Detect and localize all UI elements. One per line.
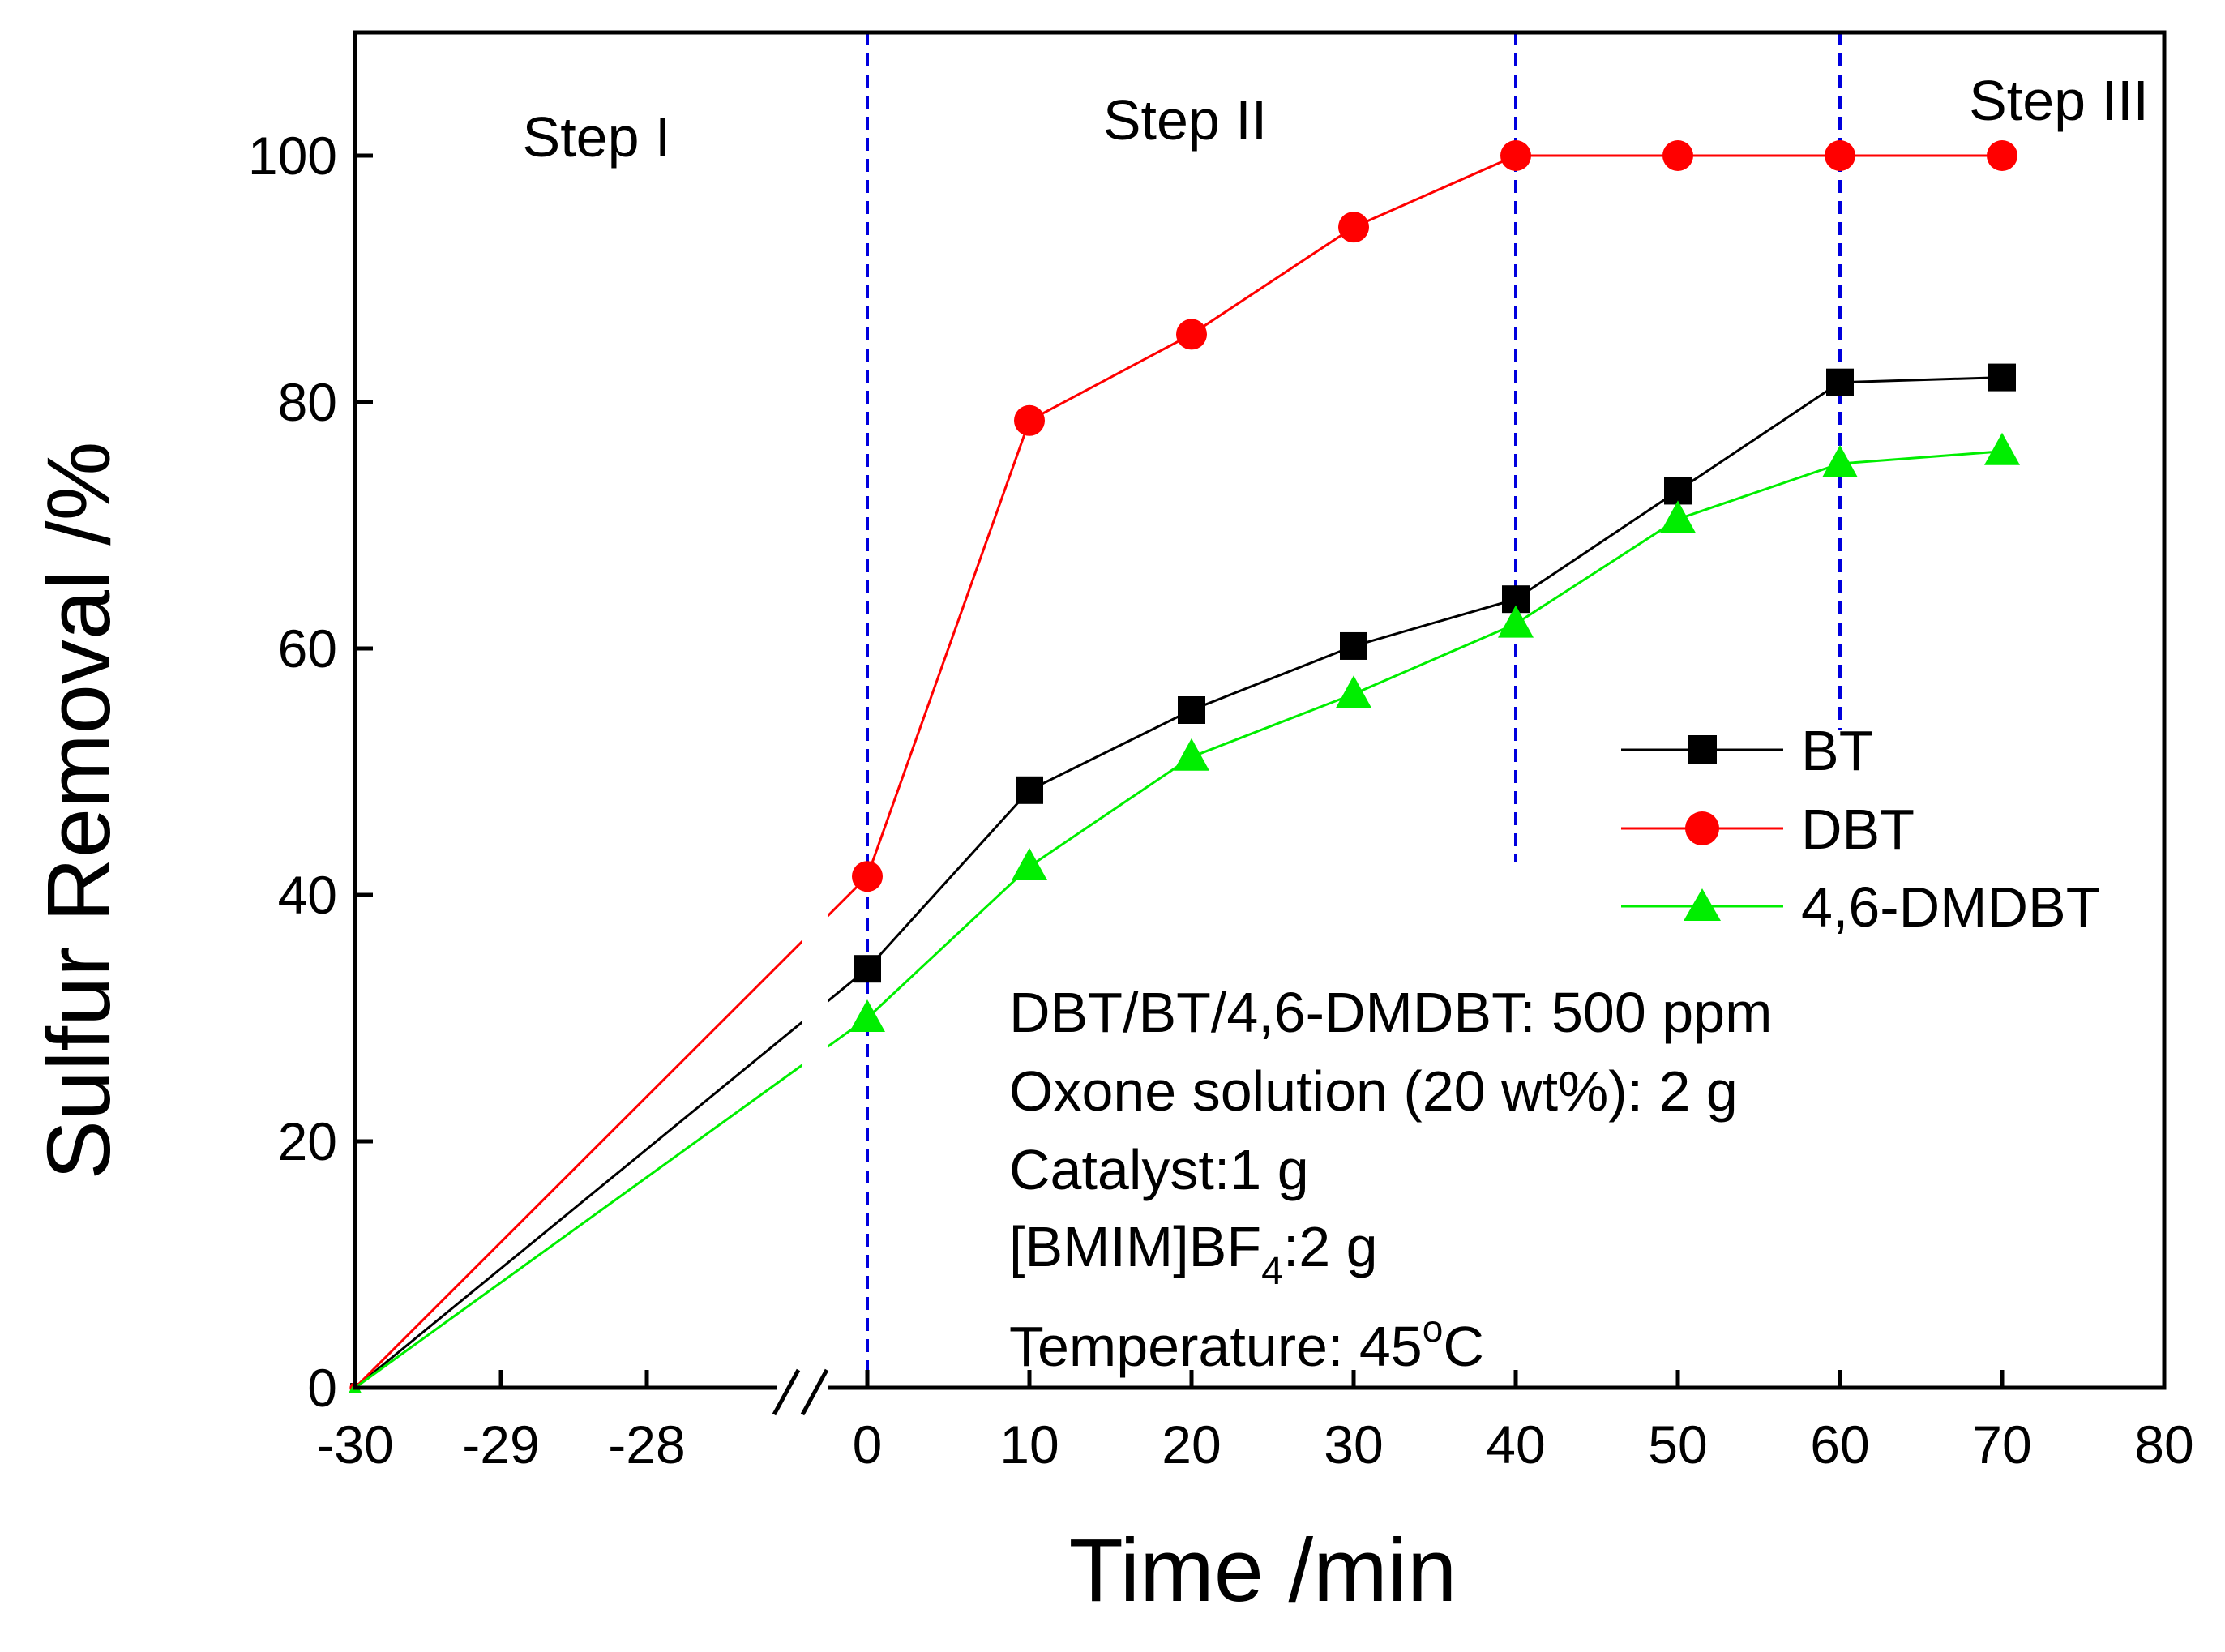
data-point-4,6-DMDBT xyxy=(1012,848,1047,881)
legend-label-dbt: DBT xyxy=(1801,798,1915,861)
y-tick-label: 80 xyxy=(278,372,337,432)
annotation-ionic-liquid: [BMIM]BF4:2 g xyxy=(1009,1215,1378,1293)
x-tick-label: 20 xyxy=(1162,1414,1221,1474)
axis-break xyxy=(772,1368,829,1416)
plot-frame xyxy=(353,30,2167,1390)
data-point-BT xyxy=(1988,363,2016,392)
data-point-4,6-DMDBT xyxy=(1336,675,1371,708)
data-point-DBT xyxy=(1500,140,1531,171)
data-point-BT xyxy=(1178,696,1205,724)
annotation-concentration: DBT/BT/4,6-DMDBT: 500 ppm xyxy=(1009,981,1772,1044)
data-point-DBT xyxy=(1176,319,1207,350)
data-point-DBT xyxy=(852,861,883,892)
series-layer xyxy=(349,140,2020,1393)
data-point-BT xyxy=(854,955,881,983)
x-tick-label: -29 xyxy=(462,1414,539,1474)
y-axis-title: Sulfur Removal /% xyxy=(29,442,129,1180)
data-point-DBT xyxy=(1825,140,1855,171)
y-tick-label: 0 xyxy=(307,1358,337,1418)
data-point-DBT xyxy=(1338,212,1369,243)
annotation-catalyst: Catalyst:1 g xyxy=(1009,1138,1309,1201)
y-tick-label: 40 xyxy=(278,865,337,925)
data-point-4,6-DMDBT xyxy=(1984,432,2020,465)
data-point-4,6-DMDBT xyxy=(1822,445,1858,477)
annotation-oxone: Oxone solution (20 wt%): 2 g xyxy=(1009,1059,1738,1123)
legend-marker-bt xyxy=(1688,735,1717,764)
legend-label-bt: BT xyxy=(1801,719,1873,782)
x-tick-label: -30 xyxy=(316,1414,393,1474)
x-tick-label: 30 xyxy=(1324,1414,1383,1474)
legend-marker-dbt xyxy=(1685,811,1719,845)
step-label-2: Step II xyxy=(1103,88,1267,152)
y-tick-label: 100 xyxy=(248,126,337,186)
data-point-4,6-DMDBT xyxy=(1498,605,1534,638)
x-tick-label: 50 xyxy=(1648,1414,1707,1474)
data-point-DBT xyxy=(1014,404,1045,436)
legend-label-dmdbt: 4,6-DMDBT xyxy=(1801,875,2100,939)
data-point-BT xyxy=(1826,368,1854,396)
x-tick-label: 10 xyxy=(999,1414,1059,1474)
x-axis-title: Time /min xyxy=(1069,1521,1457,1620)
legend: BT DBT 4,6-DMDBT xyxy=(1621,719,2100,939)
ticks-layer: 0 20 40 60 80 100 -30 -29 -28 0 10 20 30 40 50 60 70 80 xyxy=(248,126,2194,1474)
x-tick-label: 40 xyxy=(1486,1414,1545,1474)
x-tick-label: -28 xyxy=(608,1414,685,1474)
x-tick-label: 60 xyxy=(1810,1414,1869,1474)
data-point-BT xyxy=(1664,477,1692,505)
x-tick-label: 80 xyxy=(2134,1414,2193,1474)
data-point-BT xyxy=(1016,776,1043,804)
legend-marker-dmdbt xyxy=(1684,888,1721,921)
x-tick-label: 0 xyxy=(853,1414,883,1474)
y-tick-label: 60 xyxy=(278,618,337,678)
data-point-4,6-DMDBT xyxy=(849,999,885,1032)
data-point-4,6-DMDBT xyxy=(1660,500,1696,533)
step-label-3: Step III xyxy=(1969,69,2149,132)
data-point-BT xyxy=(1340,631,1367,660)
step-label-1: Step I xyxy=(523,105,671,169)
y-tick-label: 20 xyxy=(278,1111,337,1171)
conditions-annotation: DBT/BT/4,6-DMDBT: 500 ppm Oxone solution… xyxy=(1009,981,1772,1378)
x-tick-label: 70 xyxy=(1972,1414,2031,1474)
data-point-DBT xyxy=(1987,140,2017,171)
data-point-4,6-DMDBT xyxy=(1174,738,1209,771)
line-break-gap xyxy=(802,892,828,1086)
data-point-DBT xyxy=(1662,140,1693,171)
annotation-temperature: Temperature: 45oC xyxy=(1009,1307,1484,1378)
